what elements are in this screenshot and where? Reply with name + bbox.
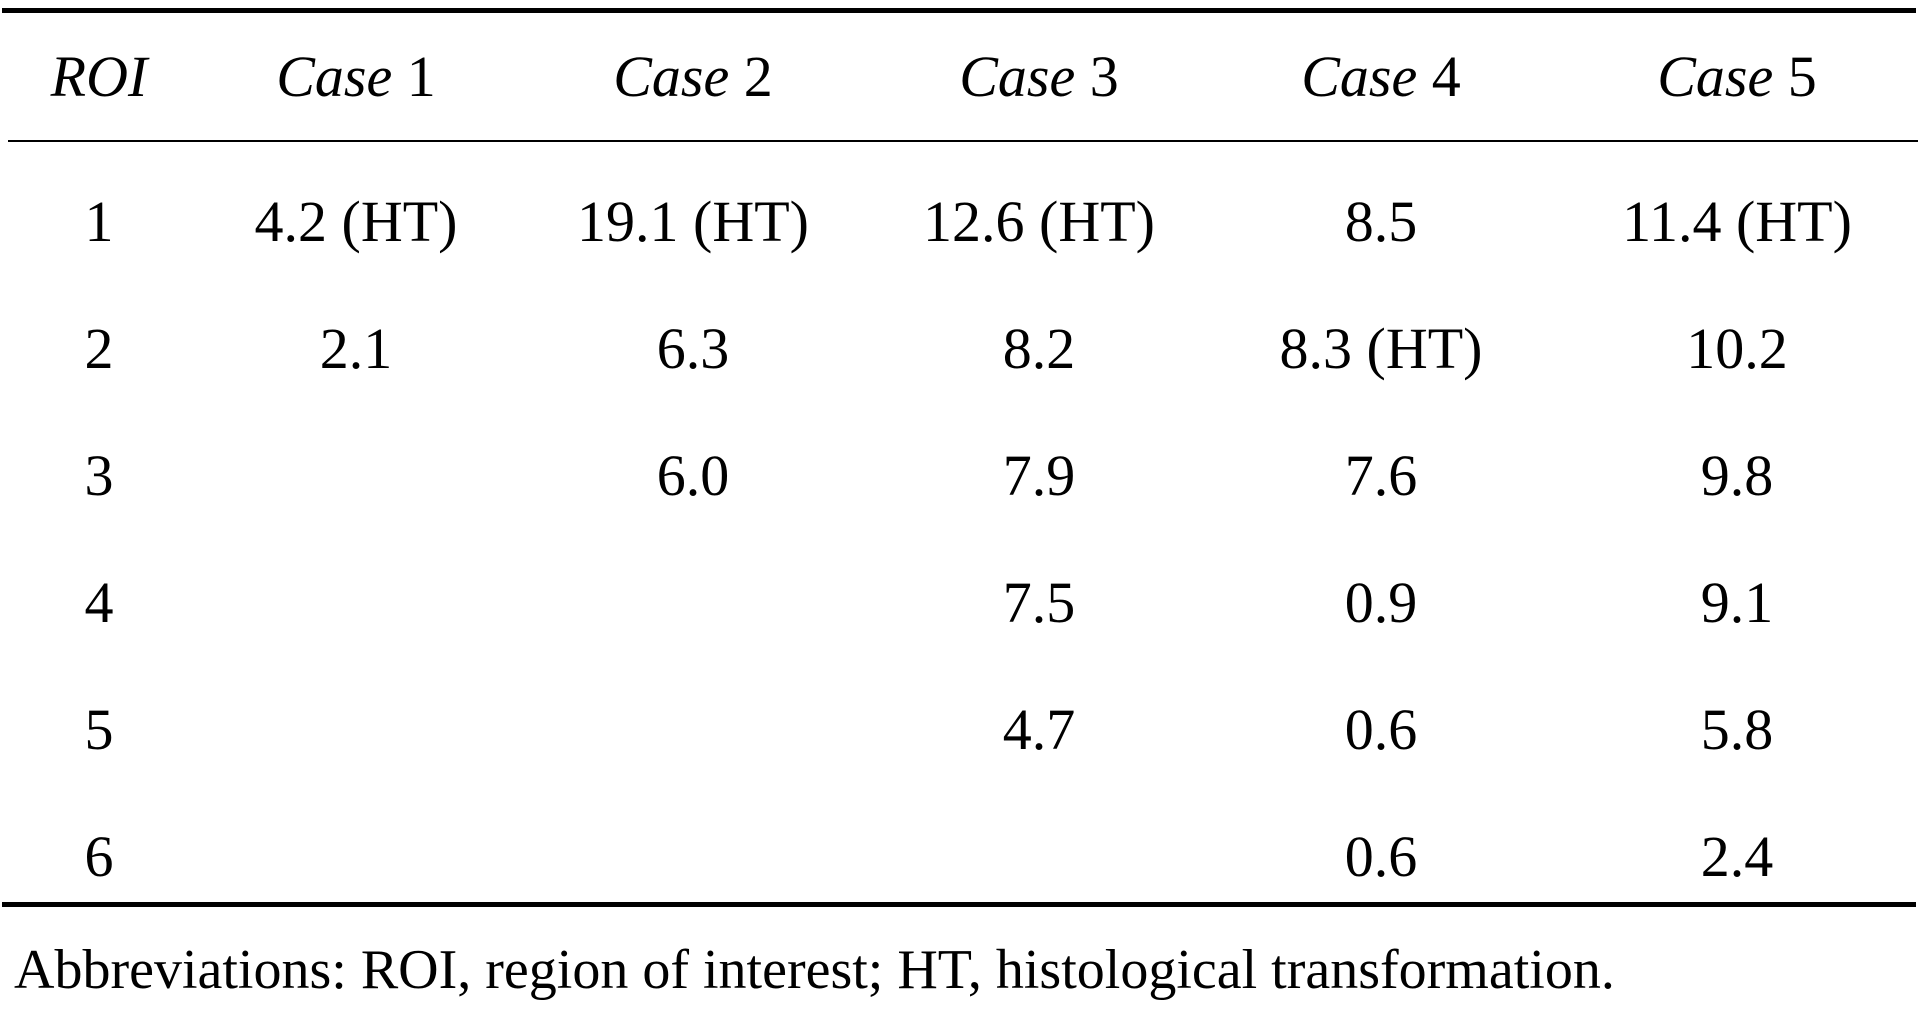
header-case-number: 2 [743,44,773,109]
value-cell [198,793,514,920]
value-cell [198,539,514,666]
value-cell: 7.5 [1002,570,1076,635]
table-row: 2 2.1 6.3 8.2 8.3 (HT) 10.2 [0,285,1918,412]
header-case-number: 3 [1089,44,1119,109]
header-case-number: 4 [1431,44,1461,109]
value-cell: 8.3 (HT) [1279,316,1483,381]
header-case-word: Case [276,44,393,109]
table-row: 4 7.5 0.9 9.1 [0,539,1918,666]
value-cell: 8.5 [1344,189,1418,254]
header-case-word: Case [613,44,730,109]
value-cell: 7.6 [1344,443,1418,508]
value-cell [198,666,514,793]
table-bottom-rule [2,902,1916,907]
header-case-word: Case [959,44,1076,109]
header-case-1: Case 1 [198,13,514,140]
table-footnote: Abbreviations: ROI, region of interest; … [14,939,1615,1001]
value-cell [198,412,514,539]
header-case-4: Case 4 [1206,13,1556,140]
header-roi-label: ROI [50,44,148,109]
data-table: ROI Case 1 Case 2 Case 3 Case 4 [0,13,1918,920]
roi-cell: 4 [84,570,114,635]
header-case-word: Case [1657,44,1774,109]
value-cell: 4.7 [1002,697,1076,762]
value-cell [514,793,872,920]
value-cell: 0.6 [1344,697,1418,762]
table-row: 1 4.2 (HT) 19.1 (HT) 12.6 (HT) 8.5 11.4 … [0,140,1918,285]
value-cell: 6.3 [656,316,730,381]
value-cell: 6.0 [656,443,730,508]
value-cell: 0.6 [1344,824,1418,889]
header-case-number: 5 [1787,44,1817,109]
table-row: 5 4.7 0.6 5.8 [0,666,1918,793]
header-case-word: Case [1301,44,1418,109]
value-cell: 19.1 (HT) [577,189,809,254]
value-cell: 10.2 [1686,316,1788,381]
header-case-5: Case 5 [1556,13,1918,140]
value-cell: 7.9 [1002,443,1076,508]
value-cell [872,793,1206,920]
table-top-rule [2,8,1916,13]
table-row: 3 6.0 7.9 7.6 9.8 [0,412,1918,539]
value-cell: 5.8 [1700,697,1774,762]
table-header-rule [8,140,1918,142]
roi-cell: 2 [84,316,114,381]
value-cell: 9.8 [1700,443,1774,508]
roi-cell: 6 [84,824,114,889]
value-cell: 0.9 [1344,570,1418,635]
roi-cell: 3 [84,443,114,508]
table-header-row: ROI Case 1 Case 2 Case 3 Case 4 [0,13,1918,140]
value-cell: 2.1 [319,316,393,381]
value-cell: 9.1 [1700,570,1774,635]
value-cell [514,666,872,793]
value-cell: 11.4 (HT) [1622,189,1852,254]
header-case-3: Case 3 [872,13,1206,140]
value-cell: 8.2 [1002,316,1076,381]
table-row: 6 0.6 2.4 [0,793,1918,920]
header-roi: ROI [0,13,198,140]
roi-cell: 5 [84,697,114,762]
header-case-2: Case 2 [514,13,872,140]
header-case-number: 1 [406,44,436,109]
value-cell: 2.4 [1700,824,1774,889]
roi-cell: 1 [84,189,114,254]
value-cell [514,539,872,666]
value-cell: 12.6 (HT) [923,189,1155,254]
value-cell: 4.2 (HT) [254,189,458,254]
